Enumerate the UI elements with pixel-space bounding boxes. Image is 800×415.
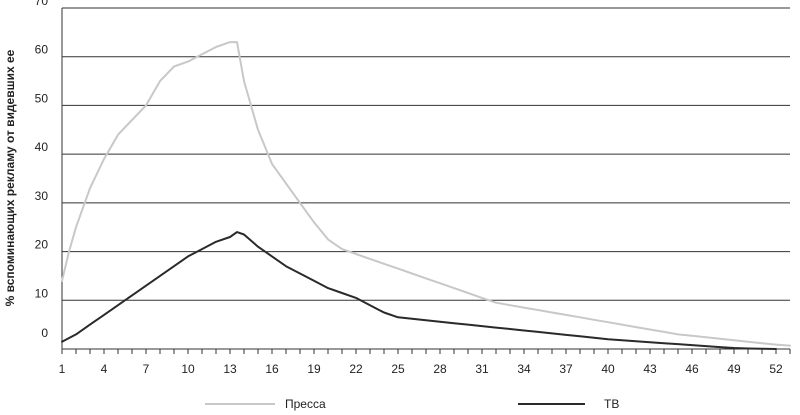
x-tick-label: 7 (143, 362, 150, 376)
x-tick-label: 49 (727, 362, 741, 376)
x-tick-label: 37 (559, 362, 573, 376)
y-tick-label: 70 (35, 0, 49, 8)
legend-label-pressa: Пресса (285, 397, 326, 411)
x-tick-label: 22 (349, 362, 363, 376)
axes-layer (61, 8, 791, 354)
x-tick-label: 13 (223, 362, 237, 376)
x-tick-label: 28 (433, 362, 447, 376)
y-tick-label: 0 (41, 326, 48, 340)
y-tick-label: 50 (35, 91, 49, 105)
series-layer (61, 41, 791, 350)
legend: Пресса ТВ (205, 397, 619, 411)
x-tick-label: 46 (685, 362, 699, 376)
y-tick-label: 30 (35, 189, 49, 203)
x-tick-label: 19 (307, 362, 321, 376)
y-tick-label: 40 (35, 140, 49, 154)
legend-label-tv: ТВ (604, 397, 619, 411)
x-tick-label: 52 (769, 362, 783, 376)
x-tick-label: 4 (101, 362, 108, 376)
y-axis-title: % вспоминающих рекламу от видевших ее (3, 49, 17, 306)
series-line-tv (61, 231, 777, 350)
x-tick-label: 40 (601, 362, 615, 376)
y-tick-label: 20 (35, 238, 49, 252)
y-tick-label: 10 (35, 286, 49, 300)
x-tick-label: 31 (475, 362, 489, 376)
y-tick-label: 60 (35, 43, 49, 57)
x-tick-label: 16 (265, 362, 279, 376)
series-line-pressa (61, 41, 791, 347)
grid-layer (62, 7, 790, 301)
labels-layer: 0 10 20 30 40 50 60 70 1 4 7 10 13 16 19 22 25 28 31 34 37 40… (35, 0, 783, 376)
x-tick-label: 10 (181, 362, 195, 376)
x-tick-label: 1 (59, 362, 66, 376)
x-tick-label: 34 (517, 362, 531, 376)
x-tick-label: 43 (643, 362, 657, 376)
x-tick-label: 25 (391, 362, 405, 376)
